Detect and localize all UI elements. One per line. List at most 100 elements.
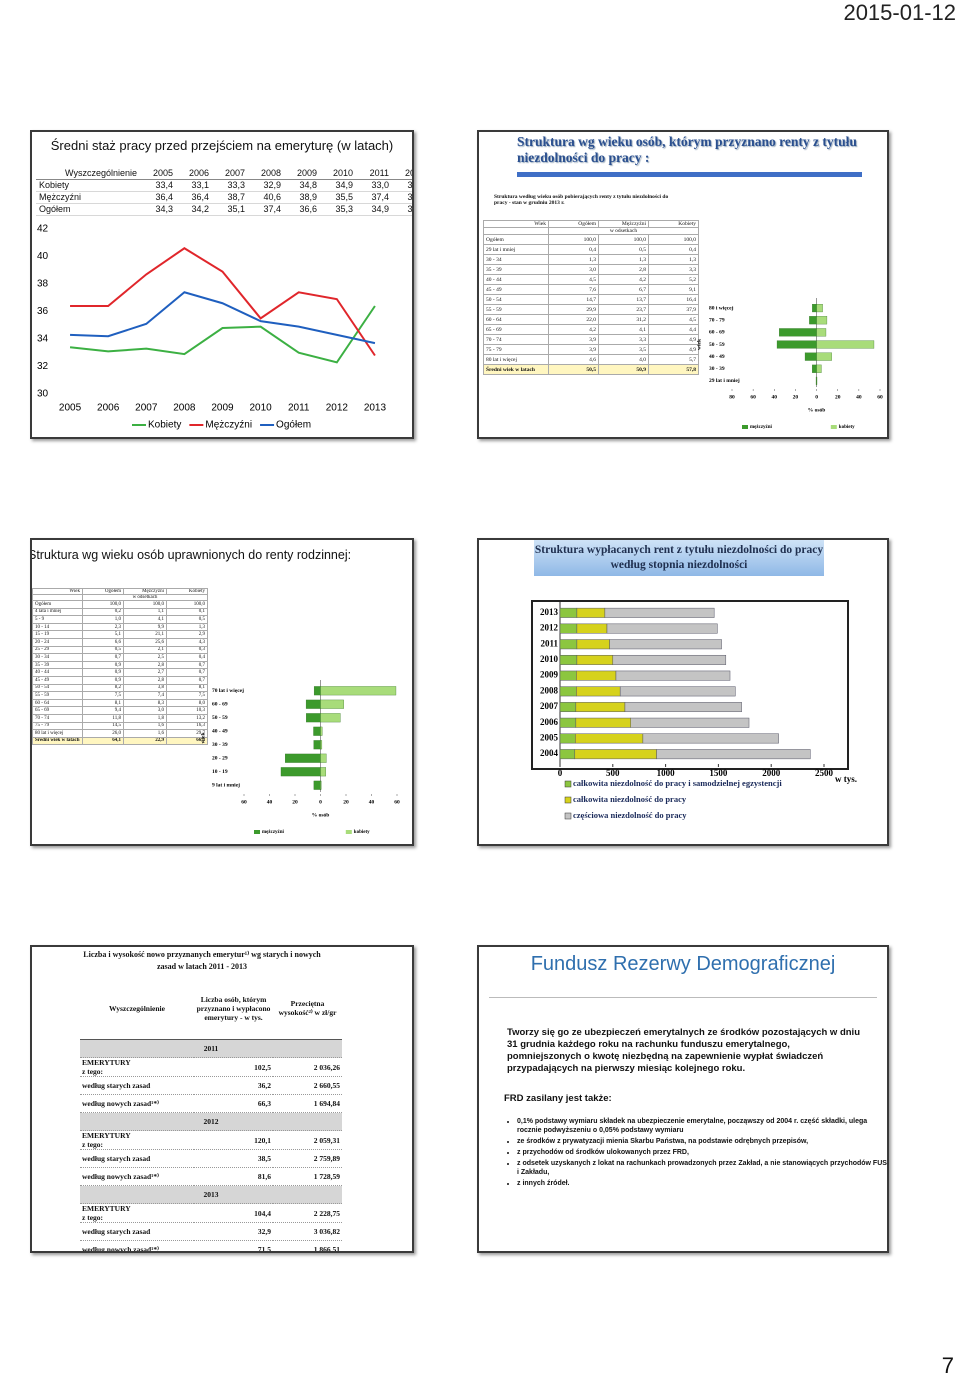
cell: 4 lata i mniej — [32, 607, 83, 617]
row: 60 - 64 8,1 8,3 8,0 — [32, 698, 208, 708]
bar — [313, 686, 321, 696]
bullet: ze środków z prywatyzacji mienia Skarbu … — [517, 1137, 887, 1146]
data-table: Wyszczególnienie Liczba osób, którym przy… — [80, 977, 342, 1251]
cell: według nowych zasad¹*⁾ — [80, 1094, 194, 1113]
cell: 3,5 — [598, 344, 649, 355]
row: 2012 — [80, 1112, 342, 1131]
data-table: Wiek Ogółem Mężczyźni Kobiety w odsetkach Ogó… — [483, 220, 699, 375]
row: 65 - 69 9,4 3,0 10,3 — [32, 706, 208, 715]
row: 2011 — [80, 1039, 342, 1058]
cell: 33,4 — [140, 179, 176, 192]
cell: 29 lat i mniej — [483, 244, 549, 255]
header-cell: Ogółem — [548, 220, 599, 228]
cell: 35,5 — [320, 191, 356, 204]
category-label: 50 - 59 — [709, 342, 725, 348]
y-tick-label: 38 — [37, 279, 49, 290]
cell: 3,9 — [548, 334, 599, 345]
x-tick-label: 20 — [835, 394, 841, 400]
cell: 60 - 64 — [483, 314, 549, 325]
cell: 0,2 — [82, 607, 124, 617]
cell: 50,9 — [598, 364, 649, 375]
section-cell: 2011 — [80, 1039, 342, 1058]
x-tick-label: 60 — [241, 799, 247, 805]
row: 55 - 59 29,9 23,7 37,9 — [483, 304, 699, 315]
row: Mężczyźni36,436,438,740,638,935,537,436,… — [36, 191, 412, 204]
header-cell: Wiek — [483, 220, 549, 228]
data-table: Wyszczególnienie 2005 2006 2007 2008 2009 2010… — [36, 168, 412, 216]
cell: 0,1 — [166, 607, 208, 617]
cell: 81,6 — [194, 1167, 273, 1186]
row: 45 - 49 0,9 2,8 0,7 — [32, 675, 208, 685]
cell: 55 - 59 — [32, 691, 83, 700]
bar — [816, 364, 822, 373]
cell: 1 694,84 — [273, 1094, 342, 1113]
row: 30 - 34 0,7 2,5 0,4 — [32, 653, 208, 662]
cell: Ogółem — [32, 600, 83, 609]
cell: 22,9 — [123, 736, 167, 746]
legend-swatch — [564, 780, 572, 788]
category-label: 2013 — [540, 607, 559, 617]
legend-swatch — [830, 425, 837, 429]
slide: Fundusz Rezerwy Demograficznej Tworzy si… — [477, 945, 889, 1253]
legend-swatch — [742, 425, 748, 429]
cell: 7,6 — [548, 284, 599, 295]
cell: 10 - 14 — [32, 622, 83, 632]
category-label: 2007 — [540, 701, 559, 711]
row: Ogółem 100,0 100,0 100,0 — [32, 600, 208, 609]
cell: 9,4 — [82, 706, 124, 715]
x-tick-label: 40 — [772, 394, 778, 400]
cell: 1 728,59 — [273, 1167, 342, 1186]
cell: 1,1 — [123, 607, 167, 617]
cell: 0,9 — [82, 668, 124, 677]
cell: 0,9 — [82, 660, 124, 670]
row: 70 - 74 3,9 3,3 4,9 — [483, 334, 699, 345]
slide: Struktura wypłacanych rent z tytułu niez… — [477, 538, 889, 846]
section-cell: 2013 — [80, 1185, 342, 1204]
cell: 1,0 — [82, 615, 124, 624]
category-label: 2012 — [540, 623, 559, 633]
bullet: 0,1% podstawy wymiaru składek na ubezpie… — [517, 1117, 887, 1135]
cell: 2 660,55 — [273, 1076, 342, 1095]
y-tick-label: 34 — [37, 334, 49, 345]
category-label: 2009 — [540, 670, 559, 680]
x-tick-label: 20 — [343, 799, 349, 805]
cell: 5,1 — [82, 630, 124, 639]
cell: 50,5 — [548, 364, 599, 375]
x-tick-label: 60 — [750, 394, 756, 400]
cell: 15 - 19 — [32, 630, 83, 639]
cell: 3,8 — [123, 683, 167, 693]
cell: 75 - 79 — [483, 344, 549, 355]
cell: 70 - 74 — [32, 713, 83, 723]
row: 4 lata i mniej 0,2 1,1 0,1 — [32, 607, 208, 617]
cell: 104,4 — [194, 1203, 273, 1223]
cell: 34,9 — [320, 179, 356, 192]
bar — [320, 753, 327, 763]
chart: 30 32 34 36 38 40 42 2005 2006 2007 2008 2009 2010 20… — [37, 224, 387, 431]
cell: 80 lat i więcej — [32, 729, 83, 738]
bar-segment — [559, 607, 578, 618]
cell: 0,4 — [166, 653, 208, 662]
row: 75 - 79 14,5 1,6 16,3 — [32, 721, 208, 731]
y-tick-label: 30 — [37, 389, 49, 400]
row: 80 lat i więcej 4,6 4,0 5,7 — [483, 354, 699, 365]
x-tick-label: 0 — [558, 768, 563, 778]
header-cell: 2012 — [392, 168, 412, 180]
row: według nowych zasad¹*⁾ 71,5 1 866,51 — [80, 1240, 342, 1251]
x-tick-label: 60 — [877, 394, 883, 400]
cell: 100,0 — [598, 234, 649, 245]
bar-segment — [576, 607, 606, 618]
cell: 1,3 — [598, 254, 649, 265]
cell: 65 - 69 — [32, 706, 83, 715]
cell: 13,7 — [598, 294, 649, 305]
category-label: 2011 — [540, 638, 558, 648]
x-tick-label: 1000 — [657, 768, 676, 778]
cell: 1,6 — [123, 721, 167, 731]
category-label: 10 - 19 — [212, 769, 228, 775]
bar — [313, 740, 321, 750]
table-host: Wiek Ogółem Mężczyźni Kobiety w odsetkach Ogó… — [32, 588, 208, 746]
cell: 33,1 — [176, 179, 212, 192]
header-cell: 2006 — [176, 168, 212, 180]
data-table: Wiek Ogółem Mężczyźni Kobiety w odsetkach Ogó… — [32, 588, 208, 746]
cell: 3,0 — [123, 706, 167, 715]
cell: 8,3 — [123, 698, 167, 708]
